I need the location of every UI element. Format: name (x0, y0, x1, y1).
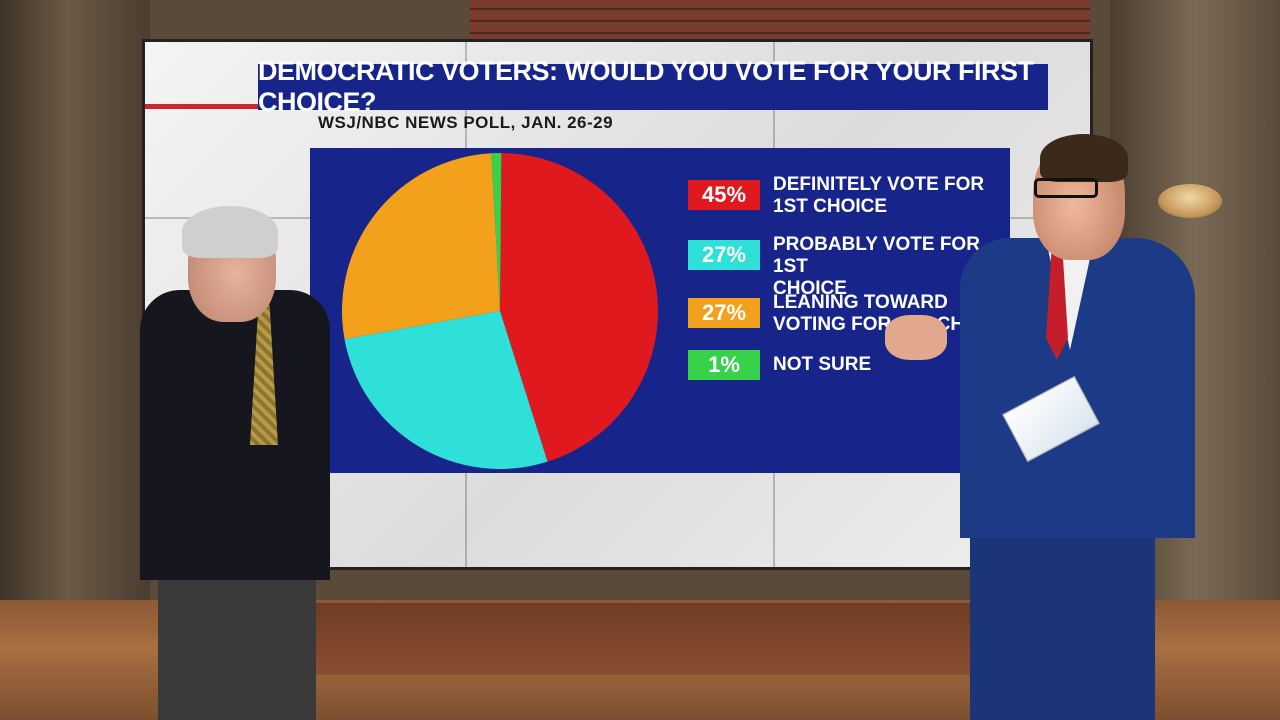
legend-badge: 27% (688, 240, 760, 270)
pie-chart (342, 153, 658, 469)
legend-label-line: PROBABLY VOTE FOR 1ST (773, 234, 980, 277)
brick-wall (470, 0, 1090, 44)
legend-badge: 45% (688, 180, 760, 210)
right-person-legs (970, 520, 1155, 720)
chart-title: DEMOCRATIC VOTERS: WOULD YOU VOTE FOR YO… (258, 56, 1034, 117)
right-person-hand (885, 315, 947, 360)
stage-step (300, 603, 1040, 675)
legend-label: DEFINITELY VOTE FOR 1ST CHOICE (773, 174, 1013, 218)
legend-label-line: NOT SURE (773, 354, 872, 375)
right-person-hair (1040, 134, 1128, 182)
right-person-tie (1046, 250, 1068, 360)
legend-badge: 1% (688, 350, 760, 380)
legend-label: NOT SURE (773, 354, 1013, 376)
left-person-hair (182, 206, 278, 258)
right-person-glasses (1034, 178, 1098, 198)
pie-slice (342, 153, 500, 340)
studio-wall-left (0, 0, 150, 640)
legend-label-line: DEFINITELY VOTE FOR (773, 174, 985, 195)
pie-slice (491, 153, 502, 311)
pie-slice (344, 311, 548, 469)
legend-label-line: LEANING TOWARD (773, 292, 948, 313)
left-person-body (140, 290, 330, 580)
red-accent-line (145, 104, 308, 109)
legend-label: PROBABLY VOTE FOR 1ST CHOICE (773, 234, 1013, 300)
pie-slice (500, 153, 658, 462)
chart-panel: 45% DEFINITELY VOTE FOR 1ST CHOICE 27% P… (310, 148, 1013, 473)
legend-badge: 27% (688, 298, 760, 328)
title-bar: DEMOCRATIC VOTERS: WOULD YOU VOTE FOR YO… (258, 56, 1048, 117)
left-person-legs (158, 560, 316, 720)
wall-lamp (1158, 184, 1222, 218)
chart-source: WSJ/NBC NEWS POLL, JAN. 26-29 (318, 113, 614, 132)
legend-label-line: 1ST CHOICE (773, 196, 888, 217)
legend-label-line: CHOICE (773, 278, 847, 299)
